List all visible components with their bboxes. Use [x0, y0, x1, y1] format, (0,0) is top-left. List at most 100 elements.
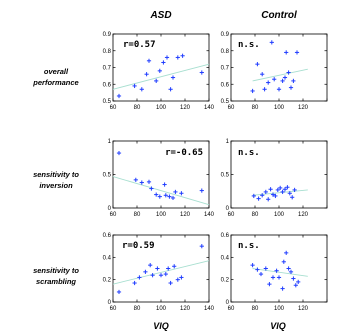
data-point — [270, 275, 276, 280]
y-tick-label: 0.4 — [221, 255, 230, 261]
data-point — [116, 289, 122, 295]
data-point — [168, 280, 173, 286]
data-point — [166, 266, 171, 271]
x-tick-label: 80 — [134, 306, 141, 312]
x-tick-label: 100 — [156, 212, 167, 218]
data-point — [133, 177, 138, 182]
data-point — [163, 271, 168, 277]
data-point — [148, 263, 153, 268]
column-title-asd: ASD — [149, 10, 171, 21]
y-tick-label: 0 — [108, 300, 112, 306]
x-tick-label: 60 — [110, 212, 117, 218]
data-point — [268, 187, 273, 192]
data-point — [269, 40, 274, 45]
stat-annotation: n.s. — [238, 40, 260, 50]
data-point — [144, 72, 149, 77]
data-point — [294, 50, 300, 55]
data-point — [162, 182, 167, 187]
data-point — [284, 250, 289, 255]
panel-control-scrambling: 60 80 100 120 0 0.2 0.4 0.6 n.s. — [221, 233, 328, 312]
data-point — [288, 85, 294, 90]
data-point — [164, 55, 170, 60]
row-label-scrambling-line2: scrambling — [36, 277, 76, 286]
data-point — [260, 72, 265, 77]
data-point — [175, 55, 180, 60]
data-point — [158, 273, 164, 278]
y-tick-label: 0.6 — [221, 82, 230, 88]
y-tick-label: 0.5 — [221, 173, 230, 179]
x-tick-label: 60 — [228, 105, 235, 111]
data-point — [199, 244, 204, 249]
data-point — [155, 266, 160, 271]
data-point — [276, 275, 282, 280]
data-point — [132, 280, 137, 286]
x-axis-label-asd: VIQ — [153, 321, 169, 331]
y-tick-label: 0.9 — [221, 32, 230, 38]
x-tick-label: 60 — [228, 212, 235, 218]
data-point — [262, 87, 267, 92]
data-point — [276, 87, 282, 92]
row-label-overall-line2: performance — [32, 78, 78, 87]
data-point — [168, 87, 173, 92]
data-point — [250, 263, 255, 268]
data-point — [292, 187, 297, 193]
y-tick-label: 0.7 — [221, 66, 230, 72]
stat-annotation: r=-0.65 — [165, 148, 203, 158]
data-point — [170, 75, 176, 80]
x-tick-label: 140 — [204, 306, 215, 312]
data-point — [263, 266, 268, 271]
data-point — [199, 70, 204, 75]
panel-control-inversion: 60 80 100 120 0 0.5 1 n.s. — [221, 139, 328, 218]
panel-asd-scrambling: 60 80 100 120 140 0 0.2 0.4 0.6 r=0.59 — [103, 233, 215, 312]
data-point — [267, 282, 272, 287]
data-point — [255, 267, 260, 272]
data-point — [139, 180, 144, 185]
x-tick-label: 120 — [180, 212, 191, 218]
panel-asd-performance: 60 80 100 120 140 0.5 0.6 0.7 0.8 0.9 r=0.57 — [103, 32, 215, 111]
y-tick-label: 0.6 — [221, 233, 230, 239]
data-point — [146, 58, 152, 63]
x-tick-label: 80 — [252, 105, 259, 111]
data-point — [285, 185, 290, 190]
x-tick-label: 80 — [134, 105, 141, 111]
x-tick-label: 80 — [134, 212, 141, 218]
y-tick-label: 0 — [226, 300, 230, 306]
data-point — [266, 197, 271, 202]
y-tick-label: 0.5 — [221, 99, 230, 105]
x-tick-label: 120 — [298, 105, 309, 111]
data-point — [281, 259, 286, 264]
y-tick-label: 0.2 — [221, 278, 230, 284]
row-label-inversion-line2: inversion — [39, 181, 73, 190]
data-point — [280, 189, 285, 195]
data-point — [132, 83, 137, 89]
data-point — [180, 53, 185, 58]
data-point — [137, 275, 142, 280]
data-point — [172, 264, 177, 269]
x-tick-label: 100 — [274, 306, 285, 312]
trend-line — [112, 176, 210, 206]
x-tick-label: 60 — [228, 306, 235, 312]
data-point — [173, 189, 178, 195]
data-point — [280, 78, 285, 83]
row-label-scrambling-line1: sensitivity to — [33, 266, 79, 275]
data-point — [284, 50, 289, 55]
stat-annotation: n.s. — [238, 241, 260, 251]
data-point — [251, 193, 256, 199]
x-tick-label: 80 — [252, 306, 259, 312]
data-point — [287, 191, 292, 196]
x-tick-label: 100 — [156, 306, 167, 312]
data-point — [286, 266, 291, 271]
stat-annotation: r=0.59 — [122, 241, 155, 251]
data-point — [263, 189, 268, 195]
stat-annotation: n.s. — [238, 148, 260, 158]
data-point — [291, 78, 296, 83]
data-point — [157, 194, 162, 199]
x-tick-label: 120 — [180, 306, 191, 312]
y-tick-label: 0.5 — [103, 173, 112, 179]
data-point — [179, 191, 184, 196]
data-point — [157, 68, 162, 73]
data-point — [272, 77, 277, 82]
x-tick-label: 60 — [110, 105, 117, 111]
y-tick-label: 0.7 — [103, 66, 112, 72]
x-tick-label: 60 — [110, 306, 117, 312]
